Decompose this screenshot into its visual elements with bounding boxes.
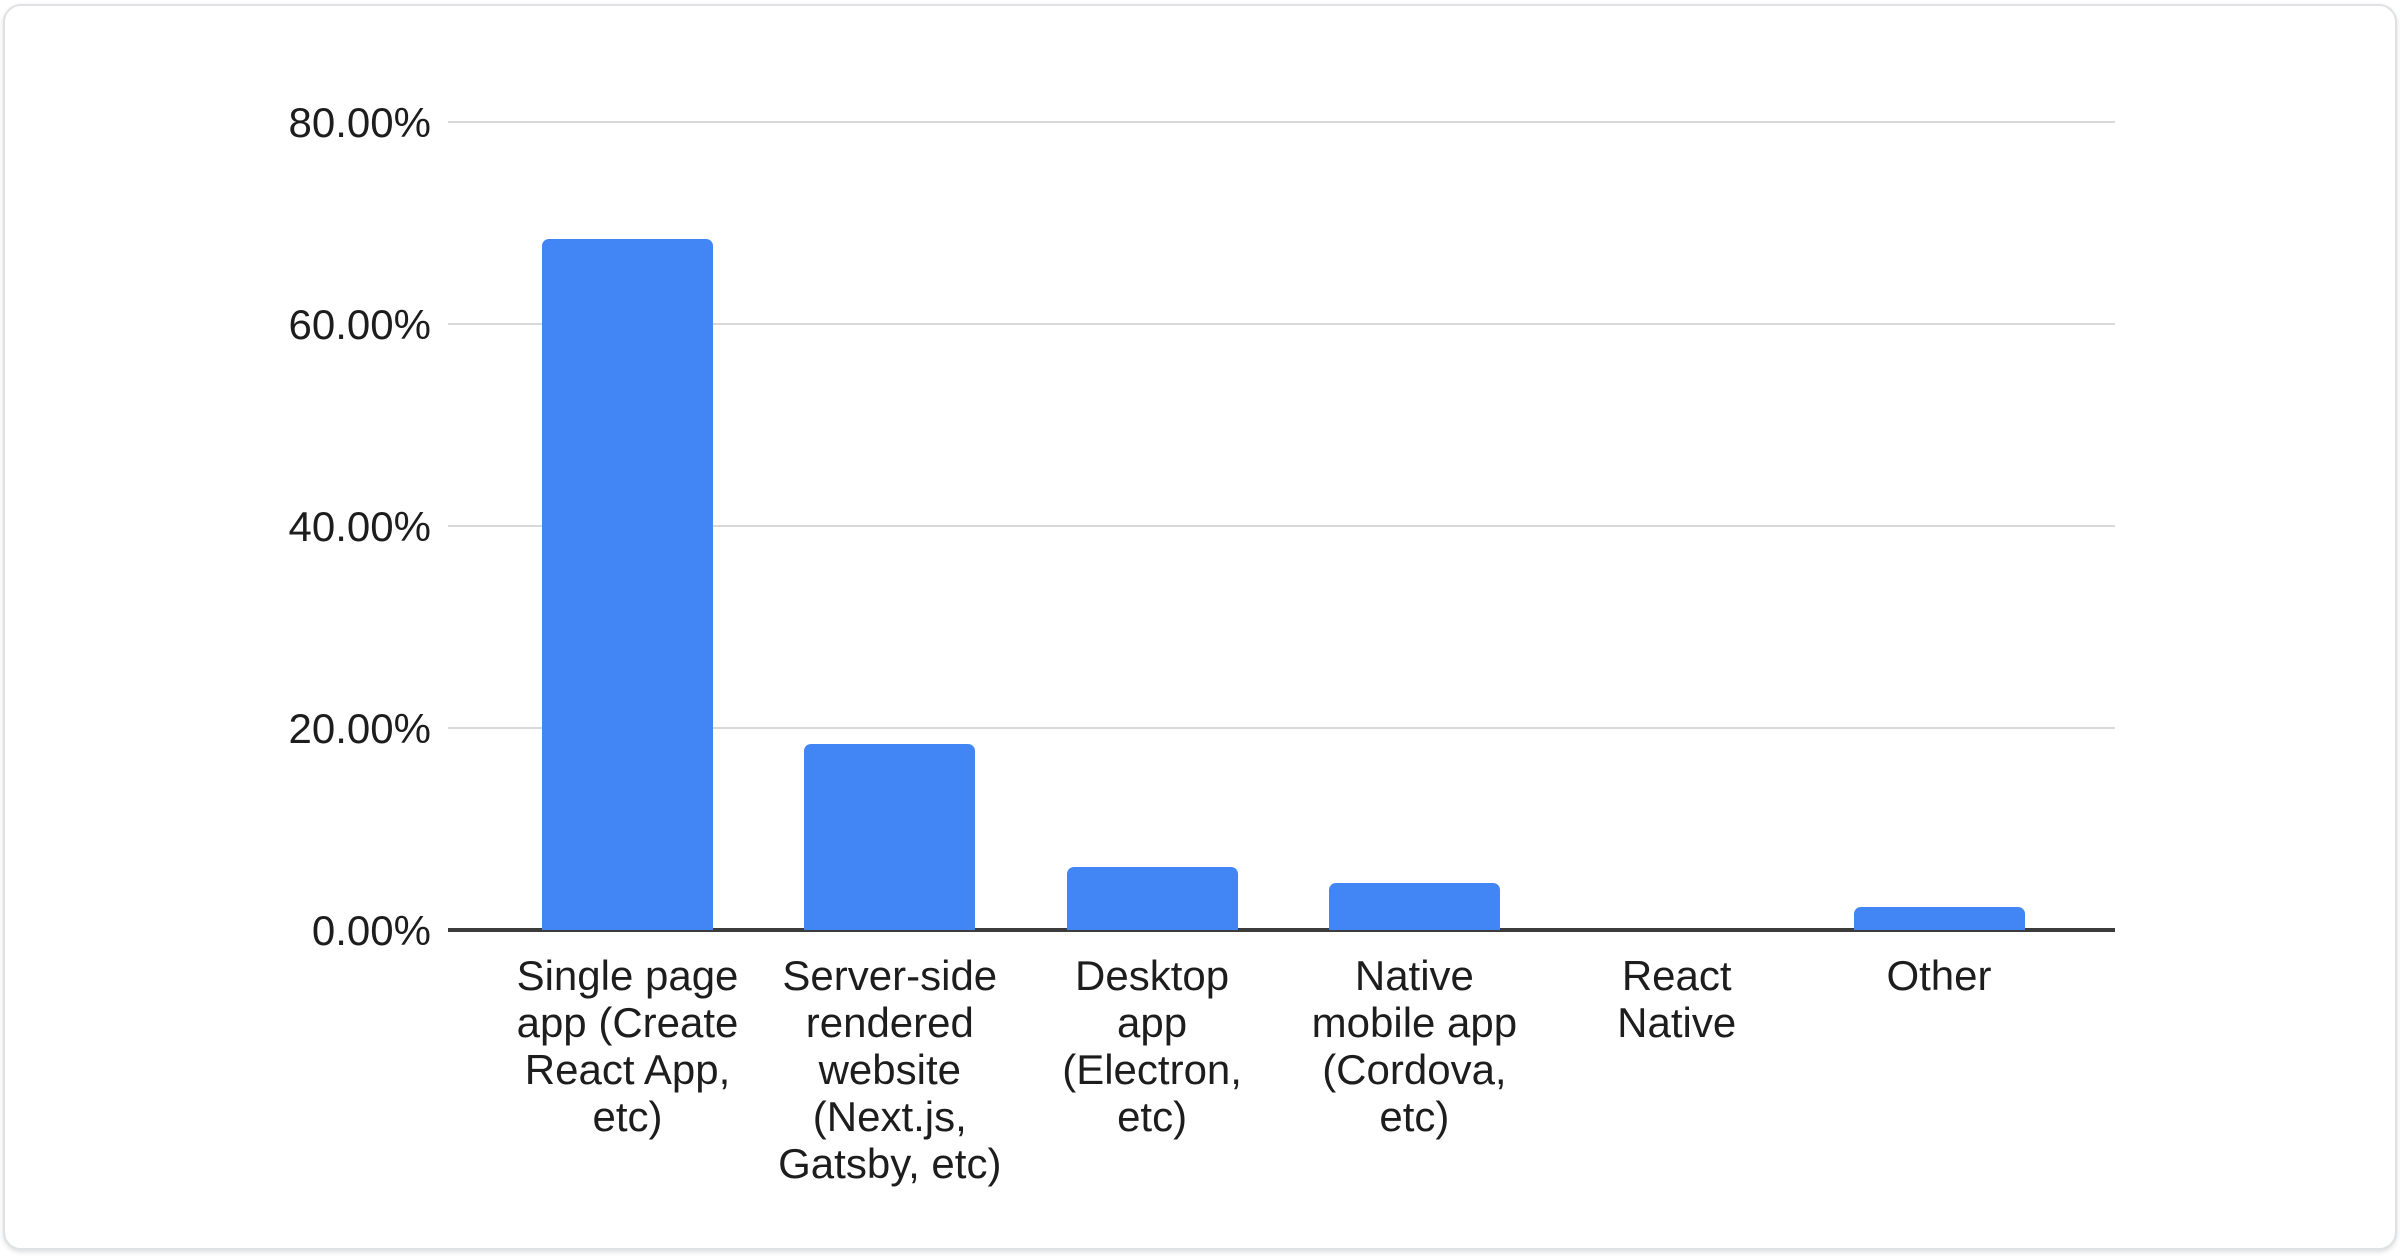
bar-6 <box>1853 906 2025 930</box>
y-axis-label: 0.00% <box>311 906 431 954</box>
bar-chart: 80.00% 60.00% 40.00% 20.00% 0.00% Single page… <box>5 6 2400 1256</box>
bar-2 <box>804 744 976 930</box>
gridline <box>448 121 2115 123</box>
x-axis-label: React Native <box>1617 952 1737 1046</box>
bar-3 <box>1066 867 1238 930</box>
x-axis-label: Native mobile app (Cordova, etc) <box>1311 952 1518 1140</box>
y-axis-label: 20.00% <box>288 704 431 752</box>
y-axis-label: 60.00% <box>288 300 431 348</box>
gridline <box>448 525 2115 527</box>
x-axis-label: Other <box>1886 952 1992 999</box>
gridline <box>448 323 2115 325</box>
x-axis-label: Server-side rendered website (Next.js, G… <box>778 952 1002 1187</box>
x-axis-line <box>448 928 2115 932</box>
x-axis-label: Single page app (Create React App, etc) <box>516 952 739 1140</box>
x-axis-label: Desktop app (Electron, etc) <box>1062 952 1242 1140</box>
chart-card: 80.00% 60.00% 40.00% 20.00% 0.00% Single page… <box>3 4 2397 1250</box>
bar-1 <box>542 239 713 930</box>
y-axis-label: 80.00% <box>288 98 431 146</box>
y-axis-label: 40.00% <box>288 502 431 550</box>
gridline <box>448 727 2115 729</box>
bar-4 <box>1328 882 1500 930</box>
